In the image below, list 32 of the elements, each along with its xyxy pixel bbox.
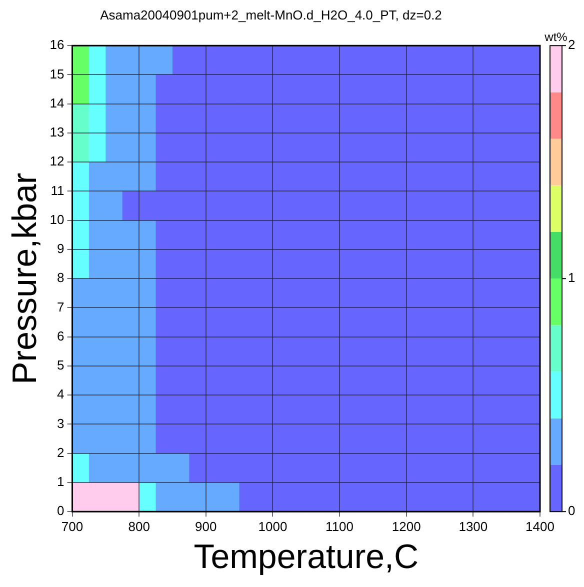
y-tick-label: 12 bbox=[50, 154, 64, 169]
y-tick-label: 6 bbox=[57, 328, 64, 344]
x-tick-label: 900 bbox=[195, 518, 217, 534]
x-tick-label: 800 bbox=[128, 518, 150, 534]
x-tick-label: 1400 bbox=[526, 518, 554, 534]
y-tick-label: 9 bbox=[57, 241, 64, 256]
y-tick-label: 10 bbox=[50, 212, 64, 227]
y-tick-label: 1 bbox=[57, 474, 64, 490]
x-tick-label: 700 bbox=[61, 518, 84, 534]
y-tick-label: 2 bbox=[57, 444, 64, 460]
x-tick-label: 1300 bbox=[458, 518, 488, 534]
color-bar-label: 1 bbox=[568, 270, 576, 286]
x-tick-label: 1100 bbox=[326, 518, 354, 534]
x-tick-label: 1000 bbox=[258, 518, 288, 534]
y-tick-label: 15 bbox=[50, 66, 64, 82]
y-tick-label: 3 bbox=[57, 416, 64, 431]
y-tick-label: 4 bbox=[57, 386, 64, 402]
y-tick-label: 5 bbox=[57, 358, 64, 373]
y-tick-label: 7 bbox=[57, 299, 64, 314]
y-tick-label: 13 bbox=[50, 124, 64, 140]
y-tick-label: 16 bbox=[50, 37, 64, 52]
y-axis-title: Pressure,kbar bbox=[6, 172, 44, 384]
color-bar-title: wt% bbox=[544, 30, 568, 44]
x-axis-title: Temperature,C bbox=[194, 538, 419, 576]
y-tick-label: 0 bbox=[57, 503, 64, 518]
chart-title: Asama20040901pum+2_melt-MnO.d_H2O_4.0_PT, dz=0.2 bbox=[100, 7, 442, 22]
color-bar-label: 2 bbox=[568, 37, 576, 52]
y-tick-label: 14 bbox=[50, 95, 64, 110]
y-tick-label: 11 bbox=[50, 182, 64, 198]
x-tick-label: 1200 bbox=[392, 518, 421, 534]
color-bar-label: 0 bbox=[568, 503, 576, 518]
y-tick-label: 8 bbox=[57, 270, 64, 286]
